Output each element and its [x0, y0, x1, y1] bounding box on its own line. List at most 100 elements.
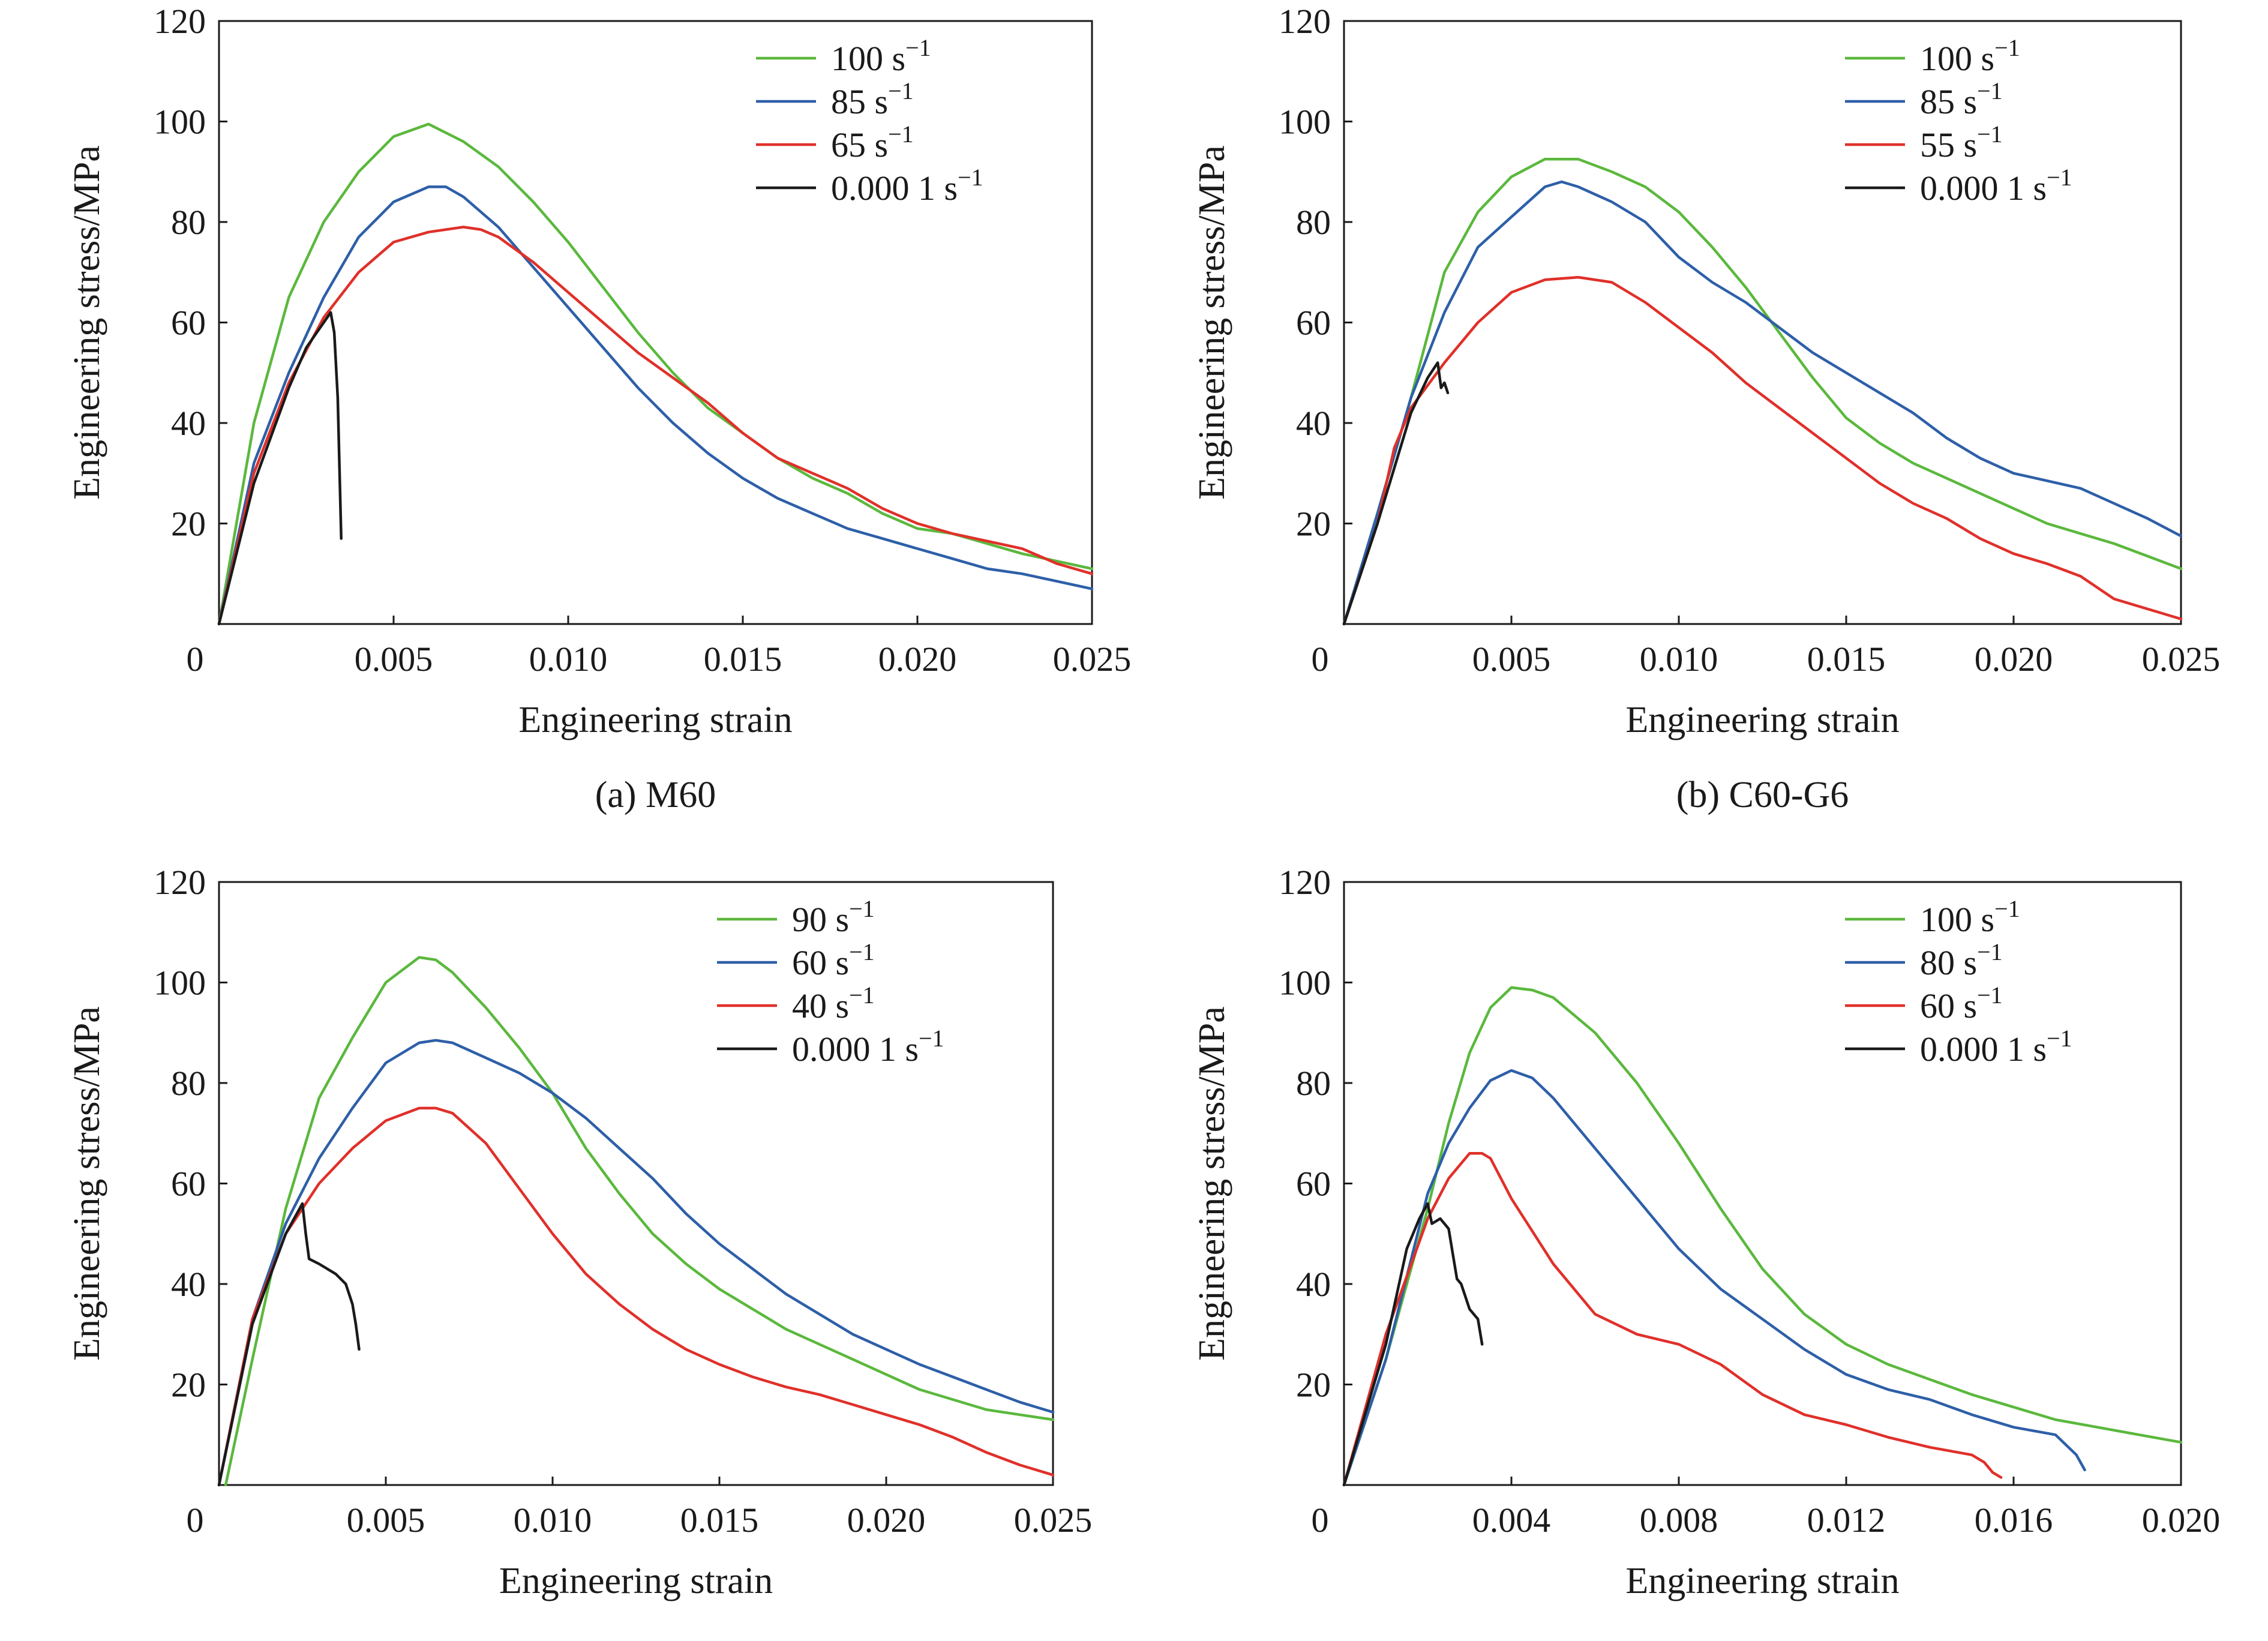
legend-entry-55-s: 55 s−1 [1920, 121, 2003, 164]
plot-frame [218, 20, 1093, 625]
legend-entry-60-s: 60 s−1 [792, 938, 875, 982]
y-tick-label: 100 [1279, 964, 1331, 1003]
legend-entry-65-s: 65 s−1 [831, 121, 914, 164]
y-axis-label: Engineering stress/MPa [67, 145, 107, 500]
x-tick-label: 0.016 [1975, 1501, 2053, 1540]
y-tick-label: 60 [1296, 304, 1331, 343]
legend-entry-0-000-1-s: 0.000 1 s−1 [792, 1025, 944, 1069]
y-tick-label: 40 [171, 1265, 206, 1304]
y-tick-label: 40 [171, 404, 206, 443]
x-tick-label: 0.025 [1053, 640, 1132, 679]
y-tick-label: 100 [1279, 103, 1331, 142]
x-tick-label: 0.005 [1472, 640, 1551, 679]
panel-caption: (d) C60-G24 [1667, 1636, 1858, 1641]
origin-label: 0 [1312, 1501, 1329, 1540]
panel-c60-g12: 20 40 60 80 100 120 0.005 0.010 0.015 0.020 0.025 0… [67, 863, 1092, 1641]
y-tick-label: 60 [171, 304, 206, 343]
x-axis-label: Engineering strain [1625, 1561, 1899, 1601]
legend-entry-90-s: 90 s−1 [792, 895, 875, 939]
legend-entry-100-s: 100 s−1 [1920, 34, 2020, 78]
x-tick-label: 0.025 [1014, 1501, 1093, 1540]
series-line-0-000-1-s [1342, 361, 1450, 626]
y-tick-label: 120 [154, 863, 206, 902]
x-tick-label: 0.015 [704, 640, 782, 679]
panel-c60-g24: 20 40 60 80 100 120 0.004 0.008 0.012 0.016 0.020 0… [1192, 863, 2220, 1641]
y-tick-label: 80 [1296, 1064, 1331, 1103]
series-line-0-000-1-s [217, 1202, 361, 1487]
x-tick-label: 0.020 [847, 1501, 926, 1540]
x-tick-label: 0.010 [529, 640, 608, 679]
series-line-80-s [1342, 1069, 2086, 1487]
y-tick-label: 120 [1279, 863, 1331, 902]
y-tick-label: 20 [1296, 1366, 1331, 1405]
legend-entry-0-000-1-s: 0.000 1 s−1 [1920, 164, 2072, 208]
x-axis-label: Engineering strain [1625, 700, 1899, 740]
panel-caption: (b) C60-G6 [1676, 775, 1849, 815]
x-axis-label: Engineering strain [518, 700, 792, 740]
y-tick-label: 80 [171, 1064, 206, 1103]
legend-entry-85-s: 85 s−1 [1920, 77, 2003, 121]
legend-entry-0-000-1-s: 0.000 1 s−1 [1920, 1025, 2072, 1069]
y-axis-label: Engineering stress/MPa [1192, 145, 1232, 500]
y-tick-label: 60 [1296, 1165, 1331, 1204]
series-line-85-s [217, 185, 1094, 626]
origin-label: 0 [187, 1501, 204, 1540]
legend-entry-80-s: 80 s−1 [1920, 938, 2003, 982]
y-tick-label: 20 [171, 1366, 206, 1405]
y-tick-label: 60 [171, 1165, 206, 1204]
x-tick-label: 0.012 [1807, 1501, 1886, 1540]
y-tick-label: 120 [154, 2, 206, 41]
series-line-85-s [1342, 180, 2183, 626]
legend-entry-85-s: 85 s−1 [831, 77, 914, 121]
series-line-40-s [217, 1106, 1055, 1487]
series-line-60-s [217, 1039, 1055, 1487]
y-tick-label: 40 [1296, 1265, 1331, 1304]
y-tick-label: 40 [1296, 404, 1331, 443]
x-tick-label: 0.020 [878, 640, 957, 679]
series-line-0-000-1-s [217, 311, 343, 626]
panel-caption: (a) M60 [595, 775, 716, 815]
series-line-100-s [217, 122, 1094, 626]
legend-entry-100-s: 100 s−1 [1920, 895, 2020, 939]
y-tick-label: 100 [154, 103, 206, 142]
x-tick-label: 0.015 [680, 1501, 759, 1540]
plot-frame [1343, 20, 2182, 625]
series-line-0-000-1-s [1342, 1202, 1484, 1487]
series-line-100-s [1342, 986, 2183, 1487]
x-tick-label: 0.005 [355, 640, 433, 679]
legend-entry-0-000-1-s: 0.000 1 s−1 [831, 164, 983, 208]
origin-label: 0 [1312, 640, 1329, 679]
plot-frame [218, 881, 1054, 1486]
y-tick-label: 120 [1279, 2, 1331, 41]
y-tick-label: 20 [171, 505, 206, 544]
y-tick-label: 100 [154, 964, 206, 1003]
legend-entry-40-s: 40 s−1 [792, 982, 875, 1025]
y-tick-label: 20 [1296, 505, 1331, 544]
x-tick-label: 0.025 [2142, 640, 2221, 679]
x-axis-label: Engineering strain [499, 1561, 773, 1601]
panel-c60-g6: 20 40 60 80 100 120 0.005 0.010 0.015 0.020 0.025 0… [1192, 2, 2220, 815]
series-line-100-s [1342, 158, 2183, 626]
legend-entry-100-s: 100 s−1 [831, 34, 931, 78]
y-axis-label: Engineering stress/MPa [67, 1006, 107, 1361]
y-tick-label: 80 [171, 203, 206, 242]
series-line-90-s [224, 956, 1055, 1487]
x-tick-label: 0.010 [1640, 640, 1718, 679]
x-tick-label: 0.020 [1975, 640, 2053, 679]
x-tick-label: 0.008 [1640, 1501, 1718, 1540]
series-line-60-s [1342, 1152, 2003, 1487]
series-line-55-s [1342, 275, 2183, 626]
x-tick-label: 0.015 [1807, 640, 1886, 679]
x-tick-label: 0.020 [2142, 1501, 2221, 1540]
x-tick-label: 0.005 [347, 1501, 425, 1540]
origin-label: 0 [187, 640, 204, 679]
y-tick-label: 80 [1296, 203, 1331, 242]
legend-entry-60-s: 60 s−1 [1920, 982, 2003, 1025]
y-axis-label: Engineering stress/MPa [1192, 1006, 1232, 1361]
x-tick-label: 0.004 [1472, 1501, 1551, 1540]
panel-m60: 20 40 60 80 100 120 0.005 0.010 0.015 0.020 0.025 0… [67, 2, 1131, 815]
panel-caption: (c) C60-G12 [541, 1636, 730, 1641]
series-line-65-s [217, 226, 1094, 626]
x-tick-label: 0.010 [514, 1501, 592, 1540]
